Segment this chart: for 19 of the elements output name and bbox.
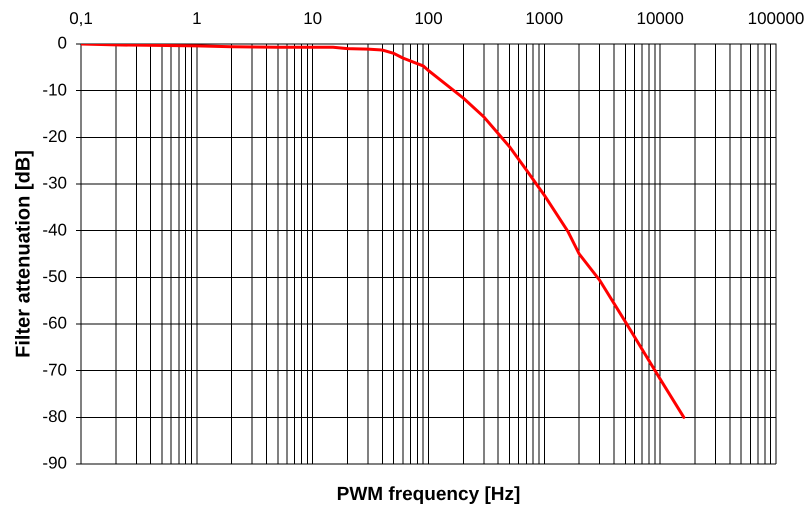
x-tick-label: 10000 (636, 9, 684, 28)
y-tick-label: -30 (42, 174, 67, 193)
x-tick-label: 100 (414, 9, 443, 28)
y-tick-label: -60 (42, 314, 67, 333)
y-axis-title: Filter attenuation [dB] (12, 150, 35, 358)
y-tick-label: -10 (42, 80, 67, 100)
y-tick-label: -70 (42, 360, 67, 380)
x-tick-label: 100000 (748, 9, 804, 28)
y-tick-label: -90 (42, 454, 67, 473)
y-tick-label: 0 (58, 34, 67, 53)
x-tick-label: 10 (303, 9, 322, 28)
x-tick-label: 1 (192, 9, 202, 28)
x-axis-title: PWM frequency [Hz] (336, 484, 520, 506)
y-tick-label: -20 (42, 127, 67, 146)
y-tick-label: -40 (42, 220, 67, 240)
y-tick-label: -50 (42, 267, 67, 286)
y-tick-label: -80 (42, 407, 67, 426)
x-tick-label: 1000 (525, 9, 564, 28)
x-tick-label: 0,1 (69, 9, 93, 28)
